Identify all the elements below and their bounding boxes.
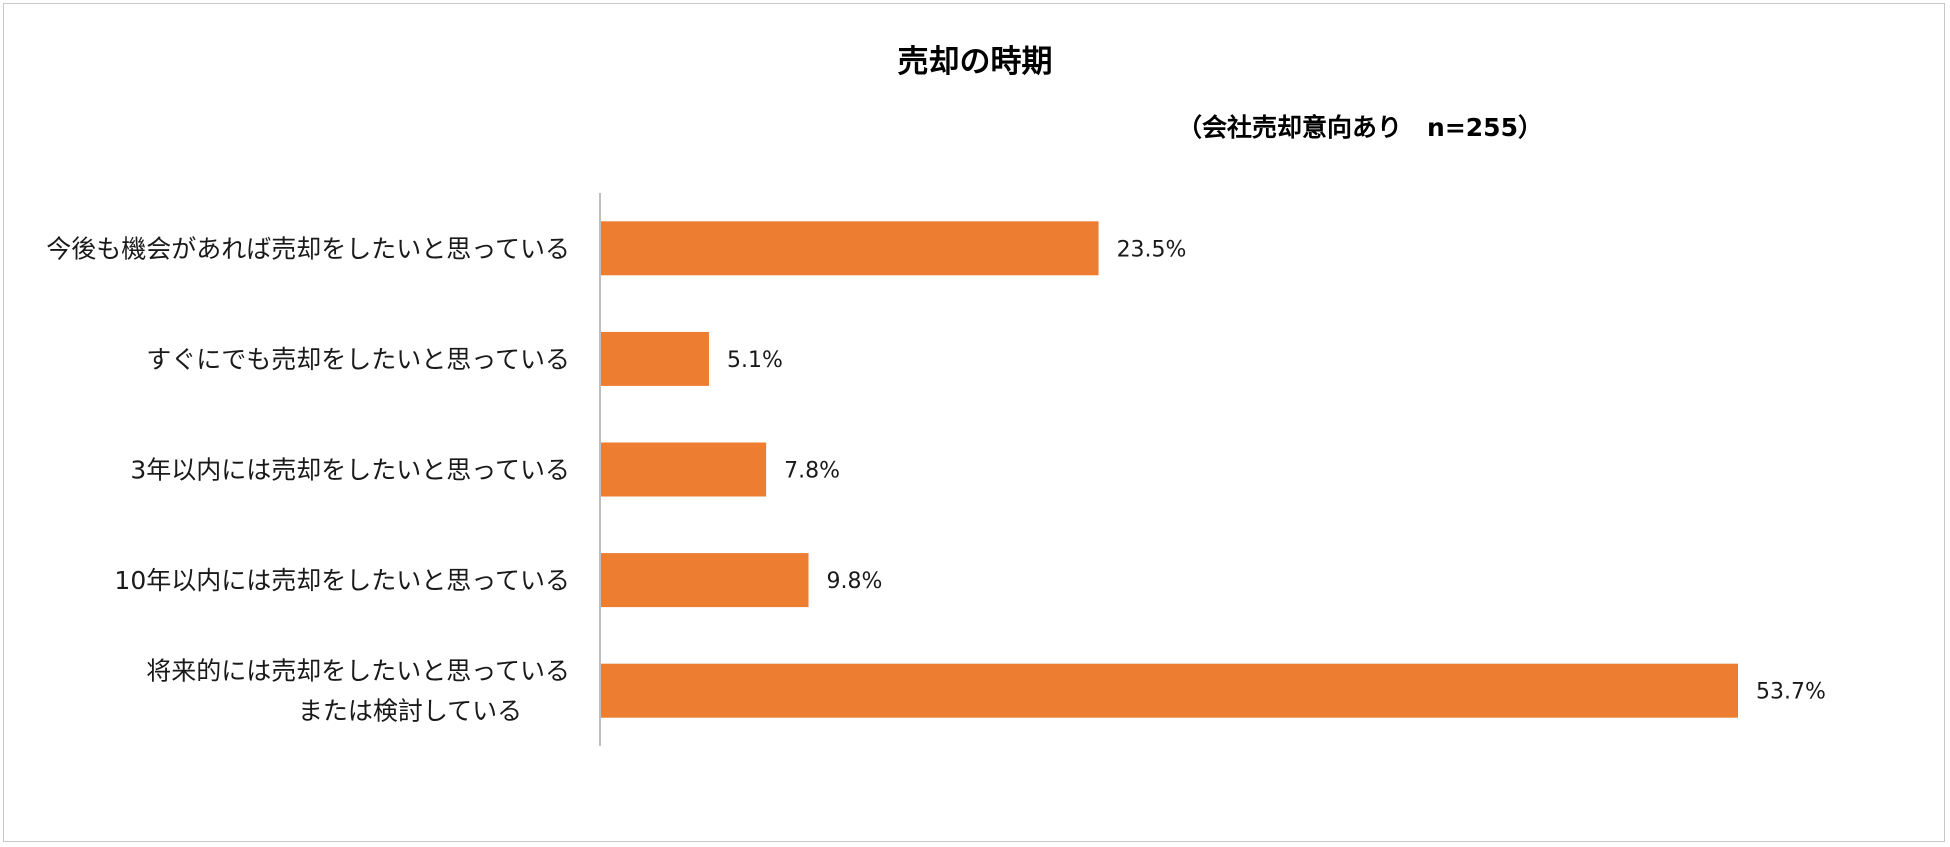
category-label-4: 10年以内には売却をしたいと思っている xyxy=(114,566,570,595)
data-label-3: 7.8% xyxy=(784,459,840,484)
bars-group: 23.5% 今後も機会があれば売却をしたいと思っている 5.1% すぐにでも売却をした… xyxy=(46,221,1826,726)
bar-2 xyxy=(601,331,709,386)
data-label-2: 5.1% xyxy=(727,348,783,373)
category-label-1: 今後も機会があれば売却をしたいと思っている xyxy=(46,234,570,263)
category-label-3: 3年以内には売却をしたいと思っている xyxy=(130,456,570,485)
data-label-4: 9.8% xyxy=(826,569,882,594)
chart-title: 売却の時期 xyxy=(897,44,1053,80)
category-label-5-line-2: または検討している xyxy=(298,697,522,726)
bar-1 xyxy=(601,221,1099,276)
bar-5 xyxy=(601,663,1738,718)
category-label-2: すぐにでも売却をしたいと思っている xyxy=(146,345,570,374)
data-label-5: 53.7% xyxy=(1756,680,1826,705)
category-label-5-line-1: 将来的には売却をしたいと思っている xyxy=(146,657,570,686)
bar-3 xyxy=(601,442,767,497)
chart-subtitle: （会社売却意向あり n=255） xyxy=(1177,113,1543,142)
data-label-1: 23.5% xyxy=(1117,237,1187,262)
bar-4 xyxy=(601,553,809,608)
